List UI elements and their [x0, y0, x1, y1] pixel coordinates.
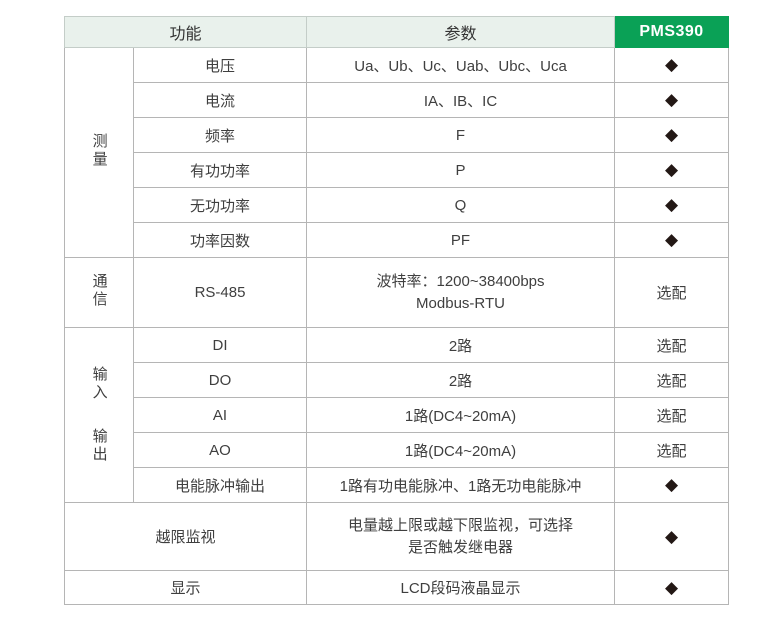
func-cell: 有功功率	[132, 152, 308, 188]
standard-diamond-icon: ◆	[664, 90, 679, 109]
group-label-measurement: 测量	[90, 132, 108, 169]
optional-label: 选配	[656, 337, 687, 355]
optional-label: 选配	[656, 372, 687, 390]
group-label-output: 输出	[90, 428, 108, 464]
standard-diamond-icon: ◆	[664, 125, 679, 144]
table-row: 输入 输出 DI 2路 选配	[64, 327, 730, 503]
optional-label: 选配	[656, 407, 687, 425]
support-cell: 选配	[614, 432, 730, 468]
func-cell: 电压	[132, 47, 308, 83]
io-group-stack: 输入 输出	[69, 330, 129, 500]
support-cell: 选配	[614, 362, 730, 398]
support-cell: ◆	[614, 222, 730, 258]
table-row: 显示 LCD段码液晶显示 ◆	[63, 570, 730, 605]
header-function: 功能	[63, 16, 308, 48]
header-model-badge: PMS390	[614, 16, 730, 48]
table-row: DO 2路 选配	[65, 362, 730, 398]
optional-label: 选配	[656, 442, 687, 460]
func-cell: DI	[132, 327, 308, 363]
group-label-input: 输入	[90, 366, 108, 402]
standard-diamond-icon: ◆	[664, 526, 679, 546]
param-line: Modbus-RTU	[416, 294, 505, 312]
func-cell: 功率因数	[132, 222, 308, 258]
param-line: 波特率：1200~38400bps	[376, 272, 545, 290]
optional-label: 选配	[656, 285, 687, 302]
func-cell: AI	[132, 397, 308, 433]
standard-diamond-icon: ◆	[664, 577, 679, 597]
table-row: AI 1路(DC4~20mA) 选配	[65, 397, 730, 433]
standard-diamond-icon: ◆	[664, 475, 679, 494]
standard-diamond-icon: ◆	[664, 195, 679, 214]
table-row: 越限监视 电量越上限或越下限监视，可选择 是否触发继电器 ◆	[63, 502, 730, 571]
param-cell: F	[306, 117, 616, 153]
support-cell: ◆	[614, 82, 730, 118]
param-cell: LCD段码液晶显示	[306, 570, 616, 605]
support-cell: ◆	[614, 187, 730, 223]
group-label-communication: 通信	[90, 272, 108, 309]
func-cell: 无功功率	[132, 187, 308, 223]
spec-table: 功能 参数 PMS390 测量 电压 Ua、Ub、Uc、Uab、Ubc、Uca …	[63, 16, 730, 605]
param-cell: Q	[306, 187, 616, 223]
func-cell: RS-485	[132, 257, 308, 328]
param-cell: 波特率：1200~38400bps Modbus-RTU	[306, 257, 616, 328]
param-cell: IA、IB、IC	[306, 82, 616, 118]
support-cell: ◆	[614, 502, 730, 571]
support-cell: ◆	[614, 570, 730, 605]
func-cell-merged: 越限监视	[63, 502, 308, 571]
table-row: AO 1路(DC4~20mA) 选配	[65, 432, 730, 468]
param-cell: 2路	[306, 327, 616, 363]
table-row: 无功功率 Q ◆	[65, 187, 730, 223]
table-row: 功率因数 PF ◆	[65, 222, 730, 258]
func-cell-merged: 显示	[63, 570, 308, 605]
param-cell: 电量越上限或越下限监视，可选择 是否触发继电器	[306, 502, 616, 571]
table-row: 电能脉冲输出 1路有功电能脉冲、1路无功电能脉冲 ◆	[65, 467, 730, 503]
func-cell: 电能脉冲输出	[132, 467, 308, 503]
group-cell-io: 输入 输出	[64, 327, 134, 503]
support-cell: ◆	[614, 152, 730, 188]
func-cell: 电流	[132, 82, 308, 118]
table-row: 电流 IA、IB、IC ◆	[65, 82, 730, 118]
param-line: 电量越上限或越下限监视，可选择	[348, 516, 574, 534]
support-cell: ◆	[614, 117, 730, 153]
support-cell: 选配	[614, 397, 730, 433]
table-row: 测量 电压 Ua、Ub、Uc、Uab、Ubc、Uca ◆	[64, 47, 730, 258]
param-cell: 1路有功电能脉冲、1路无功电能脉冲	[306, 467, 616, 503]
support-cell: 选配	[614, 257, 730, 328]
group-cell-measurement: 测量	[64, 47, 134, 258]
table-row: 通信 RS-485 波特率：1200~38400bps Modbus-RTU 选…	[64, 257, 730, 328]
param-cell: Ua、Ub、Uc、Uab、Ubc、Uca	[306, 47, 616, 83]
table-row: 频率 F ◆	[65, 117, 730, 153]
group-cell-communication: 通信	[64, 257, 134, 328]
support-cell: ◆	[614, 47, 730, 83]
header-param: 参数	[306, 16, 616, 48]
standard-diamond-icon: ◆	[664, 230, 679, 249]
func-cell: DO	[132, 362, 308, 398]
param-cell: PF	[306, 222, 616, 258]
param-cell: P	[306, 152, 616, 188]
param-line: 是否触发继电器	[408, 538, 514, 556]
func-cell: AO	[132, 432, 308, 468]
table-header-row: 功能 参数 PMS390	[63, 16, 730, 48]
func-cell: 频率	[132, 117, 308, 153]
support-cell: 选配	[614, 327, 730, 363]
support-cell: ◆	[614, 467, 730, 503]
param-cell: 2路	[306, 362, 616, 398]
standard-diamond-icon: ◆	[664, 55, 679, 74]
param-cell: 1路(DC4~20mA)	[306, 432, 616, 468]
param-cell: 1路(DC4~20mA)	[306, 397, 616, 433]
standard-diamond-icon: ◆	[664, 160, 679, 179]
table-row: 有功功率 P ◆	[65, 152, 730, 188]
